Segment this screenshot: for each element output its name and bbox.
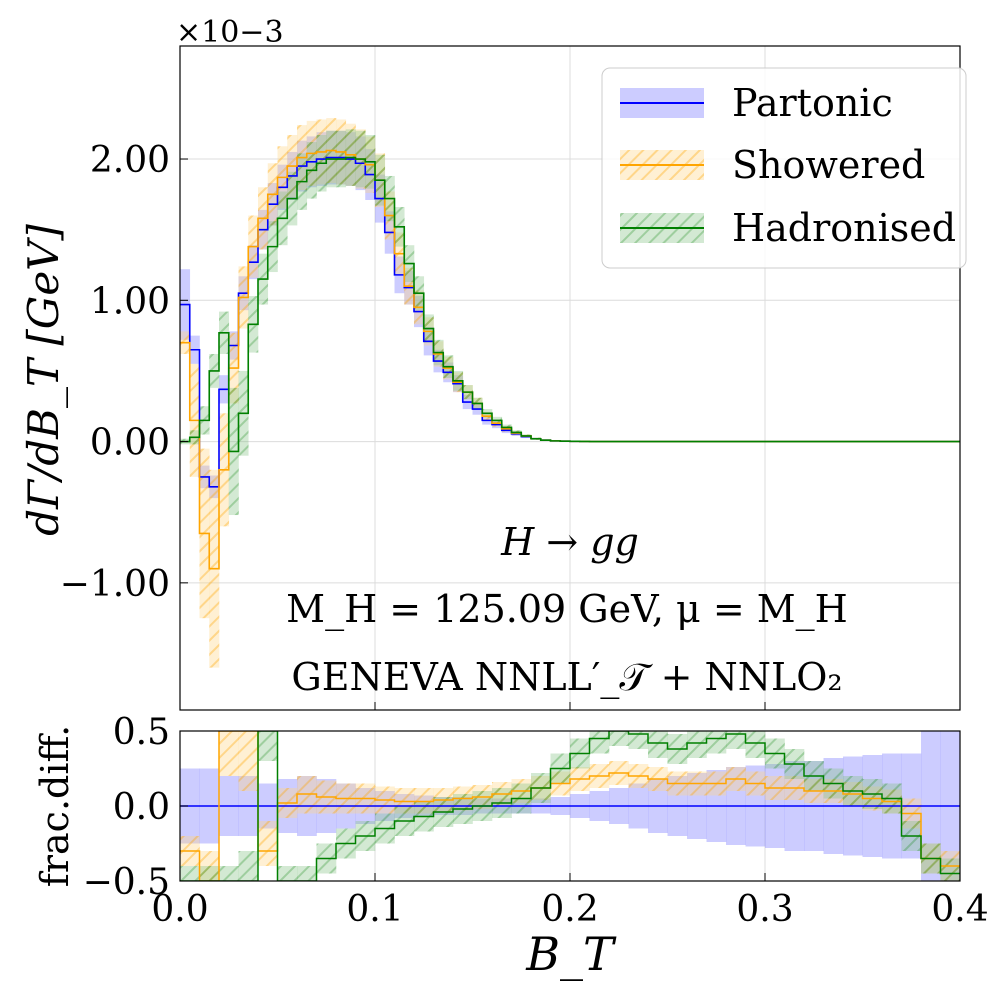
scale-label: ×10−3 (176, 15, 284, 50)
legend-entry-hadronised: Hadronised (620, 206, 956, 250)
ratio-band-bin-showered-2 (219, 731, 239, 776)
ratio-band-bin-hadronised-1 (199, 866, 220, 881)
ratio-band-bin-showered-4 (258, 821, 278, 866)
ratio-y-tick-label-2: 0.5 (113, 712, 170, 753)
ratio-band-bin-hadronised-29 (745, 731, 766, 758)
ratio-band-bin-hadronised-26 (687, 731, 707, 758)
ratio-band-bin-hadronised-5 (277, 866, 298, 881)
ratio-x-tick-label-0: 0.0 (151, 889, 208, 930)
legend-entry-showered: Showered (620, 143, 925, 187)
geneva-annotation: GENEVA NNLL′_𝒯 + NNLO₂ (291, 655, 842, 700)
ratio-band-bin-hadronised-4 (258, 731, 278, 761)
ratio-panel: −0.50.00.5 0.0 0.1 0.2 0.3 0.4 frac.diff. B_… (33, 712, 989, 981)
main-y-ticks: −1.00 0.00 1.00 2.00 (60, 140, 188, 605)
ratio-band-bin-hadronised-0 (180, 866, 200, 881)
ratio-band-bin-hadronised-3 (238, 851, 259, 881)
main-y-tick-label-1: 0.00 (90, 423, 170, 464)
ratio-band-bin-hadronised-23 (628, 731, 649, 749)
ratio-y-axis-label: frac.diff. (33, 725, 77, 887)
ratio-band-bin-hadronised-27 (706, 731, 727, 754)
ratio-band-bin-hadronised-22 (609, 731, 629, 746)
ratio-y-tick-label-1: 0.0 (113, 787, 170, 828)
main-x-ticks (179, 702, 961, 710)
main-y-tick-label-0: −1.00 (60, 564, 170, 605)
ratio-band-bin-hadronised-24 (648, 731, 668, 758)
ratio-band-bin-hadronised-2 (219, 866, 239, 881)
ratio-x-tick-label-3: 0.3 (736, 889, 793, 930)
main-lines (180, 149, 960, 570)
ratio-x-tick-label-4: 0.4 (931, 889, 988, 930)
ratio-band-bin-hadronised-21 (589, 731, 610, 754)
ratio-band-bin-hadronised-6 (297, 866, 317, 881)
legend-label-hadronised: Hadronised (732, 206, 956, 250)
ratio-band-bin-showered-3 (238, 731, 259, 791)
x-axis-label: B_T (525, 927, 617, 981)
legend-label-showered: Showered (732, 143, 925, 187)
ratio-x-tick-label-2: 0.2 (541, 889, 598, 930)
ratio-y-tick-label-0: −0.5 (83, 862, 170, 903)
main-y-tick-label-2: 1.00 (90, 281, 170, 322)
legend: Partonic Showered Hadronised (601, 67, 967, 269)
mass-annotation: M_H = 125.09 GeV, μ = M_H (286, 587, 848, 632)
ratio-x-ticks: 0.0 0.1 0.2 0.3 0.4 (151, 873, 989, 930)
ratio-line-hadronised (180, 731, 960, 881)
ratio-lines (180, 731, 960, 881)
process-annotation: H → gg (500, 520, 639, 564)
main-line-hadronised (180, 156, 960, 453)
ratio-y-ticks: −0.5 0.0 0.5 (83, 712, 188, 903)
main-panel: −1.00 0.00 1.00 2.00 ×10−3 dΓ/dB_T [GeV] H … (19, 15, 967, 711)
main-y-tick-label-3: 2.00 (90, 140, 170, 181)
main-y-axis-label: dΓ/dB_T [GeV] (19, 223, 68, 535)
ratio-band-bin-hadronised-28 (726, 731, 746, 749)
legend-label-partonic: Partonic (732, 81, 893, 125)
ratio-band-bin-hadronised-39 (940, 858, 960, 881)
legend-entry-partonic: Partonic (620, 81, 893, 125)
ratio-x-tick-label-1: 0.1 (346, 889, 403, 930)
